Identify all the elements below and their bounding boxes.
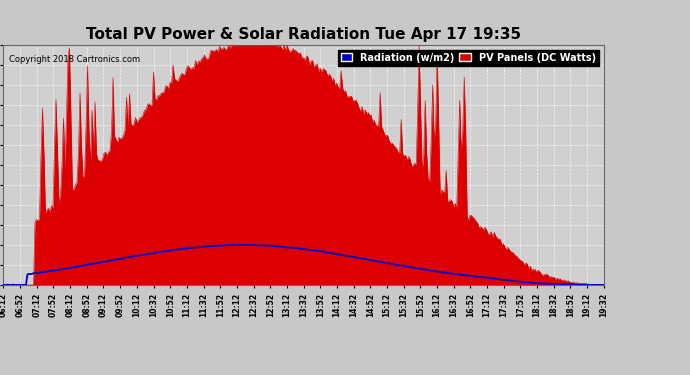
Legend: Radiation (w/m2), PV Panels (DC Watts): Radiation (w/m2), PV Panels (DC Watts) bbox=[338, 50, 599, 66]
Title: Total PV Power & Solar Radiation Tue Apr 17 19:35: Total PV Power & Solar Radiation Tue Apr… bbox=[86, 27, 521, 42]
Text: Copyright 2018 Cartronics.com: Copyright 2018 Cartronics.com bbox=[10, 55, 141, 64]
